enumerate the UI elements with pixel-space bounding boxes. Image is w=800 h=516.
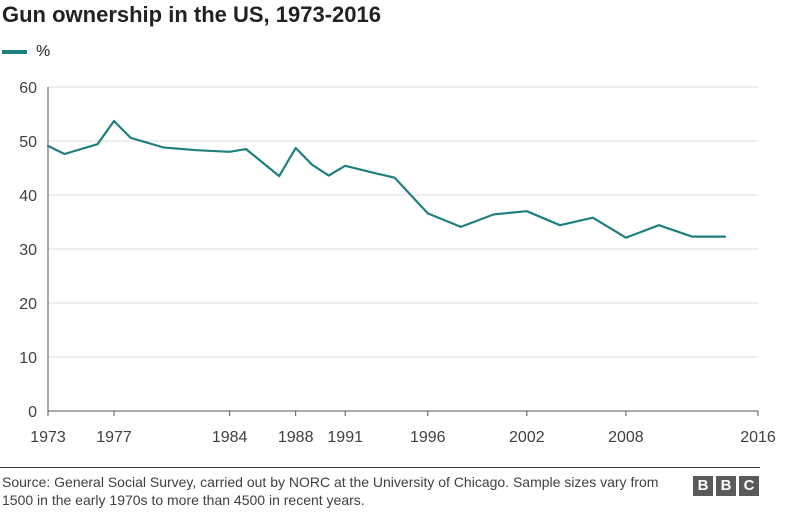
data-point-1988 <box>294 146 298 150</box>
x-tick-label-1977: 1977 <box>96 429 132 446</box>
footer-divider <box>0 467 760 468</box>
data-point-1978 <box>129 136 133 140</box>
data-point-1994 <box>393 176 397 180</box>
y-tick-label-50: 50 <box>19 134 37 151</box>
logo-letter-b1: B <box>693 476 713 496</box>
legend: % <box>2 43 50 61</box>
source-note: Source: General Social Survey, carried o… <box>2 474 659 508</box>
data-point-2012 <box>690 235 694 239</box>
legend-label: % <box>36 43 51 60</box>
data-point-2014 <box>723 235 727 239</box>
data-point-2002 <box>525 209 529 213</box>
x-tick-label-1988: 1988 <box>278 429 314 446</box>
data-point-1984 <box>228 150 232 154</box>
data-point-1982 <box>195 148 199 152</box>
data-point-1973 <box>46 144 50 148</box>
x-tick-label-1991: 1991 <box>327 429 363 446</box>
y-tick-label-30: 30 <box>19 242 37 259</box>
data-point-1987 <box>277 174 281 178</box>
y-tick-label-0: 0 <box>28 404 37 421</box>
y-tick-label-60: 60 <box>19 80 37 97</box>
data-point-1980 <box>162 145 166 149</box>
data-point-1976 <box>96 142 100 146</box>
data-point-1985 <box>244 147 248 151</box>
data-point-1991 <box>343 164 347 168</box>
x-tick-label-1996: 1996 <box>410 429 446 446</box>
data-point-2006 <box>591 216 595 220</box>
data-point-2010 <box>657 223 661 227</box>
y-tick-label-40: 40 <box>19 188 37 205</box>
data-point-1977 <box>112 119 116 123</box>
data-point-2000 <box>492 212 496 216</box>
data-point-2004 <box>558 223 562 227</box>
x-tick-label-2016: 2016 <box>740 429 776 446</box>
chart-title: Gun ownership in the US, 1973-2016 <box>2 2 381 27</box>
logo-letter-b2: B <box>716 476 736 496</box>
data-point-1990 <box>327 174 331 178</box>
x-tick-label-2002: 2002 <box>509 429 545 446</box>
logo-letter-c: C <box>739 476 759 496</box>
data-point-1993 <box>376 172 380 176</box>
data-point-1974 <box>63 152 67 156</box>
x-tick-label-1984: 1984 <box>212 429 248 446</box>
data-point-1998 <box>459 225 463 229</box>
data-point-1996 <box>426 211 430 215</box>
y-tick-label-10: 10 <box>19 350 37 367</box>
bbc-logo: B B C <box>693 476 759 496</box>
line-chart: 0 10 20 30 40 50 60 1973 1977 1984 1988 1991 1996 200… <box>19 80 776 446</box>
x-tick-label-1973: 1973 <box>30 429 66 446</box>
legend-swatch <box>2 50 27 54</box>
x-tick-label-2008: 2008 <box>608 429 644 446</box>
series-line-percent <box>46 119 727 239</box>
y-tick-label-20: 20 <box>19 296 37 313</box>
data-point-1989 <box>310 163 314 167</box>
data-point-2008 <box>624 236 628 240</box>
